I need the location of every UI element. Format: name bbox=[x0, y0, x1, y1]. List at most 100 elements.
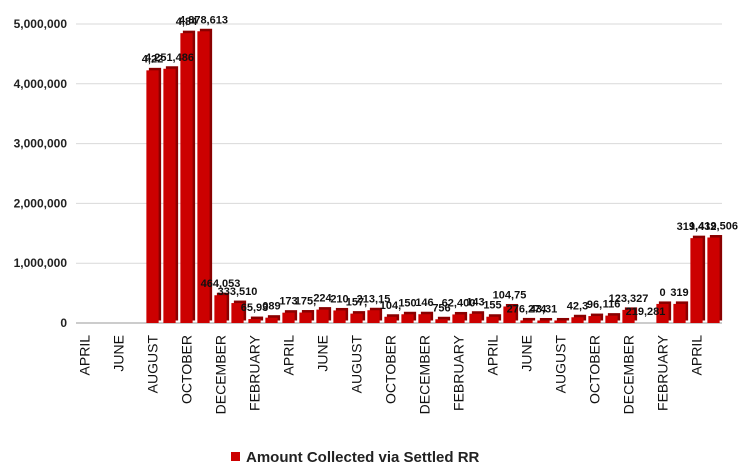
bar bbox=[452, 314, 465, 323]
x-tick-label: JUNE bbox=[315, 335, 331, 372]
y-tick-label: 5,000,000 bbox=[14, 17, 68, 31]
data-label: 4,878,613 bbox=[179, 14, 228, 26]
bar bbox=[299, 312, 312, 323]
x-tick-label: APRIL bbox=[77, 335, 93, 376]
x-tick-label: AUGUST bbox=[349, 335, 365, 394]
bar bbox=[248, 319, 261, 323]
x-tick-label: APRIL bbox=[485, 335, 501, 376]
data-label: 333,510 bbox=[218, 286, 258, 298]
bar bbox=[435, 319, 448, 323]
bar bbox=[146, 70, 159, 323]
y-tick-label: 1,000,000 bbox=[14, 256, 68, 270]
bar-depth bbox=[539, 317, 553, 321]
data-label: 104, bbox=[380, 300, 401, 312]
bar bbox=[316, 309, 329, 323]
bar bbox=[384, 316, 397, 323]
data-label: 224 bbox=[313, 293, 332, 305]
bar bbox=[214, 295, 227, 323]
x-tick-label: AUGUST bbox=[145, 335, 161, 394]
bar bbox=[622, 309, 635, 323]
x-tick-label: OCTOBER bbox=[179, 335, 195, 404]
data-label: 175, bbox=[295, 296, 316, 308]
data-label: 089 bbox=[262, 301, 280, 313]
data-labels: 4,224,251,486 4,844,878,613 464,053333,510… bbox=[142, 14, 738, 318]
y-tick-label: 3,000,000 bbox=[14, 137, 68, 151]
bar bbox=[571, 317, 584, 323]
x-tick-label: DECEMBER bbox=[621, 335, 637, 414]
data-label: 157, bbox=[346, 297, 367, 309]
bar bbox=[418, 314, 431, 323]
x-tick-label: JUNE bbox=[111, 335, 127, 372]
data-label: 464,053 bbox=[201, 278, 241, 290]
bar bbox=[537, 320, 550, 323]
bar bbox=[401, 314, 414, 323]
x-tick-label: DECEMBER bbox=[417, 335, 433, 414]
data-label: 319 bbox=[670, 287, 688, 299]
bar bbox=[333, 310, 346, 323]
bar bbox=[231, 303, 244, 323]
x-tick-label: AUGUST bbox=[553, 335, 569, 394]
bar bbox=[350, 313, 363, 323]
data-label: 42,3 bbox=[567, 300, 588, 312]
bar bbox=[707, 237, 720, 323]
data-label: 1,419,506 bbox=[689, 221, 738, 233]
bar bbox=[588, 316, 601, 323]
bar bbox=[605, 315, 618, 323]
data-label: 4,251,486 bbox=[145, 52, 194, 64]
data-label: 155 bbox=[483, 300, 501, 312]
y-tick-label: 2,000,000 bbox=[14, 196, 68, 210]
x-tick-label: DECEMBER bbox=[213, 335, 229, 414]
data-label: 219,281 bbox=[626, 306, 666, 318]
bars bbox=[146, 28, 723, 323]
bar-depth bbox=[556, 317, 570, 321]
bar-depth bbox=[522, 317, 536, 321]
data-label: 319,432 bbox=[677, 221, 717, 233]
data-label: 756 bbox=[432, 302, 450, 314]
x-tick-label: APRIL bbox=[281, 335, 297, 376]
data-label: 96, bbox=[587, 299, 602, 311]
bar bbox=[180, 33, 193, 323]
data-label: 0 bbox=[659, 287, 665, 299]
x-tick-label: JUNE bbox=[519, 335, 535, 372]
data-label: 210 bbox=[330, 293, 348, 305]
data-label: 146 bbox=[415, 297, 433, 309]
data-label: 173 bbox=[279, 296, 297, 308]
bar bbox=[197, 31, 210, 323]
data-label: 65,93 bbox=[241, 302, 269, 314]
x-tick-label: OCTOBER bbox=[383, 335, 399, 404]
bar bbox=[656, 303, 669, 323]
data-label: 276,274 bbox=[507, 303, 548, 315]
y-tick-label: 0 bbox=[60, 316, 67, 330]
bar bbox=[469, 313, 482, 323]
x-tick-label: APRIL bbox=[689, 335, 705, 376]
x-tick-label: FEBRUARY bbox=[247, 334, 263, 411]
bar-depth bbox=[437, 316, 451, 321]
data-label: 213,15 bbox=[357, 293, 391, 305]
x-axis-ticks: APRIL JUNE AUGUST OCTOBER DECEMBER FEBRUARY AP… bbox=[77, 334, 705, 414]
x-tick-label: FEBRUARY bbox=[451, 334, 467, 411]
bar bbox=[265, 317, 278, 323]
bar bbox=[486, 316, 499, 323]
data-label: 43,31 bbox=[530, 303, 558, 315]
data-label: 4,22 bbox=[142, 53, 163, 65]
bar bbox=[520, 320, 533, 323]
data-label: 4,84 bbox=[176, 16, 198, 28]
legend-label: Amount Collected via Settled RR bbox=[246, 449, 480, 466]
bar bbox=[673, 303, 686, 323]
legend: Amount Collected via Settled RR bbox=[231, 449, 480, 466]
bar bbox=[554, 320, 567, 323]
bar-depth bbox=[250, 316, 264, 321]
data-label: 116 bbox=[603, 299, 621, 311]
data-label: 62,400 bbox=[442, 297, 476, 309]
bar bbox=[367, 310, 380, 323]
bar bbox=[503, 306, 516, 323]
bar bbox=[163, 68, 176, 323]
bar bbox=[282, 312, 295, 323]
data-label: 123,327 bbox=[609, 293, 649, 305]
data-label: 150 bbox=[398, 297, 416, 309]
legend-swatch bbox=[231, 452, 240, 461]
data-label: 104,75 bbox=[493, 289, 527, 301]
y-axis-ticks: 0 1,000,000 2,000,000 3,000,000 4,000,000 5,0… bbox=[14, 17, 68, 330]
